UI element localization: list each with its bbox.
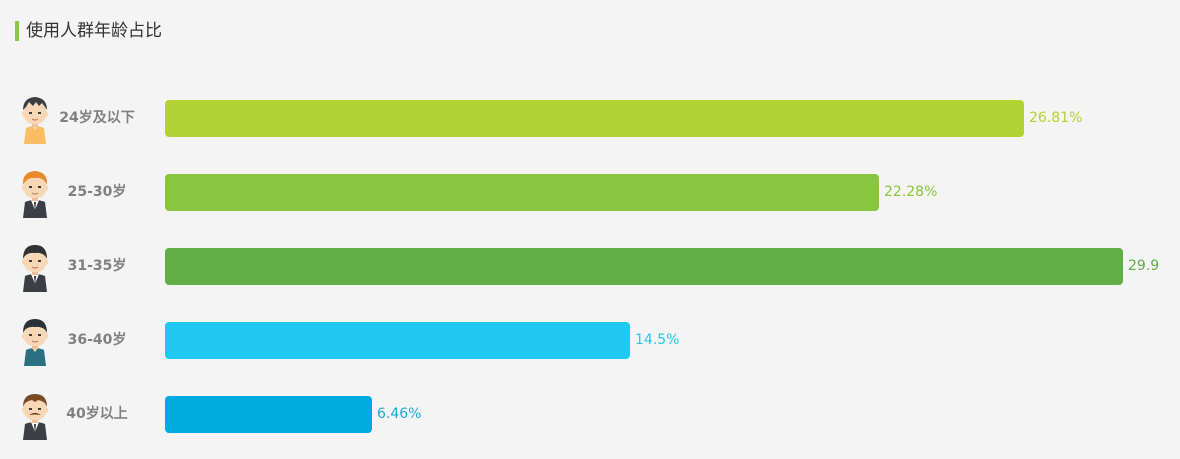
category-label: 25-30岁: [67, 184, 127, 200]
data-label: 26.81%: [1029, 110, 1083, 126]
young-person-icon: [14, 94, 56, 144]
bar-row: 25-30岁 22.28%: [0, 163, 1180, 221]
bar-row: 36-40岁 14.5%: [0, 311, 1180, 369]
category-label: 31-35岁: [67, 258, 127, 274]
category-label: 24岁及以下: [59, 110, 135, 126]
data-label: 14.5%: [635, 332, 680, 348]
bar-row: 40岁以上 6.46%: [0, 385, 1180, 443]
bar: [165, 174, 879, 211]
data-label: 6.46%: [377, 406, 422, 422]
mustache-man-icon: [14, 390, 56, 440]
chart-title: 使用人群年龄占比: [15, 21, 162, 41]
bar: [165, 100, 1024, 137]
bar: [165, 248, 1123, 285]
data-label: 29.9: [1128, 258, 1160, 274]
bar-row: 31-35岁 29.9: [0, 237, 1180, 295]
bar-row: 24岁及以下 26.81%: [0, 89, 1180, 147]
chart-title-text: 使用人群年龄占比: [26, 21, 162, 41]
orange-hair-person-icon: [14, 168, 56, 218]
category-label: 40岁以上: [66, 406, 128, 422]
data-label: 22.28%: [884, 184, 938, 200]
bar: [165, 322, 630, 359]
title-accent-bar: [15, 21, 19, 41]
casual-man-icon: [14, 316, 56, 366]
suited-man-icon: [14, 242, 56, 292]
bar: [165, 396, 372, 433]
category-label: 36-40岁: [67, 332, 127, 348]
